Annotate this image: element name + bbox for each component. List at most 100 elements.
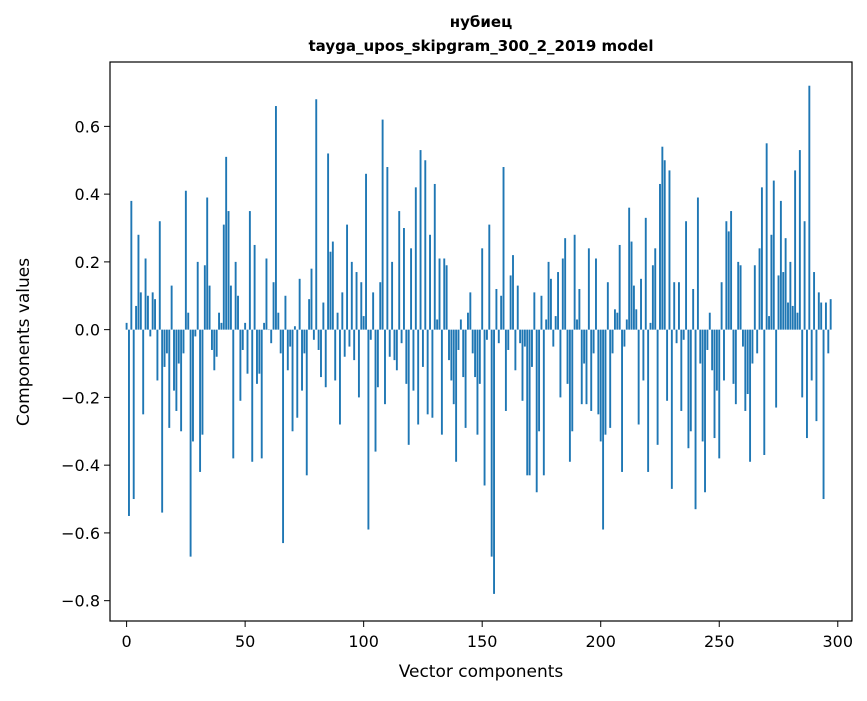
bar	[640, 279, 642, 330]
x-tick-label: 100	[348, 632, 379, 651]
bar	[484, 330, 486, 486]
bar	[780, 201, 782, 330]
bar	[220, 323, 222, 330]
bar	[346, 225, 348, 330]
bar	[462, 330, 464, 377]
bar	[133, 330, 135, 499]
bar	[652, 265, 654, 329]
bar	[175, 330, 177, 411]
bar	[142, 330, 144, 415]
x-tick-label: 300	[823, 632, 854, 651]
bar	[460, 319, 462, 329]
bar	[536, 330, 538, 493]
bar	[650, 323, 652, 330]
bar	[303, 330, 305, 354]
bar	[410, 248, 412, 329]
bar	[590, 330, 592, 411]
bar	[574, 235, 576, 330]
x-tick-label: 0	[122, 632, 132, 651]
bar	[811, 330, 813, 381]
bar	[714, 330, 716, 438]
bar	[661, 147, 663, 330]
bar	[396, 330, 398, 371]
bar	[360, 282, 362, 329]
bar	[398, 211, 400, 330]
bar	[140, 292, 142, 329]
bar	[367, 330, 369, 530]
bar	[645, 218, 647, 330]
bar	[213, 330, 215, 371]
bar	[669, 170, 671, 329]
bar	[794, 170, 796, 329]
bar	[747, 330, 749, 394]
bar	[375, 330, 377, 452]
bar	[126, 323, 128, 330]
bar	[823, 330, 825, 499]
bar	[277, 313, 279, 330]
bar	[431, 330, 433, 418]
bar	[522, 330, 524, 401]
bar	[567, 330, 569, 384]
bar	[564, 238, 566, 329]
bar	[647, 330, 649, 472]
bar	[785, 238, 787, 329]
bar	[228, 211, 230, 330]
bar	[379, 282, 381, 329]
bar	[448, 330, 450, 360]
bar	[797, 313, 799, 330]
y-axis-ticks: −0.8−0.6−0.4−0.20.00.20.40.6	[61, 117, 110, 610]
bar	[450, 330, 452, 381]
bar	[742, 330, 744, 347]
y-tick-label: 0.4	[75, 185, 100, 204]
bar	[690, 330, 692, 432]
bar	[498, 330, 500, 344]
bar	[545, 319, 547, 329]
bar	[503, 167, 505, 330]
bar	[595, 259, 597, 330]
bar	[420, 150, 422, 330]
bar	[422, 330, 424, 367]
bar	[311, 269, 313, 330]
bar	[280, 330, 282, 354]
bar	[147, 296, 149, 330]
bar	[284, 296, 286, 330]
bar	[761, 187, 763, 329]
bar	[695, 330, 697, 510]
bar	[723, 330, 725, 381]
bar	[424, 160, 426, 329]
bar	[341, 292, 343, 329]
bar	[363, 316, 365, 330]
x-tick-label: 250	[704, 632, 735, 651]
bar	[552, 330, 554, 347]
bar	[830, 299, 832, 329]
bar	[495, 289, 497, 330]
bar	[237, 296, 239, 330]
bar	[628, 208, 630, 330]
bar	[657, 330, 659, 445]
bar	[607, 282, 609, 329]
bar	[289, 330, 291, 347]
bar	[770, 235, 772, 330]
bar	[709, 313, 711, 330]
bar	[581, 330, 583, 405]
bar	[569, 330, 571, 462]
bar	[524, 330, 526, 347]
bar	[145, 259, 147, 330]
bar	[642, 330, 644, 381]
bar	[211, 330, 213, 350]
bar	[616, 313, 618, 330]
bar	[301, 330, 303, 391]
bar	[306, 330, 308, 476]
bar	[322, 303, 324, 330]
bar	[261, 330, 263, 459]
bar	[249, 211, 251, 330]
bar	[799, 150, 801, 330]
bar	[244, 323, 246, 330]
bar	[730, 211, 732, 330]
bar	[673, 282, 675, 329]
bar	[190, 330, 192, 557]
bar	[557, 272, 559, 330]
bar	[763, 330, 765, 455]
bar	[256, 330, 258, 384]
bar	[197, 262, 199, 330]
